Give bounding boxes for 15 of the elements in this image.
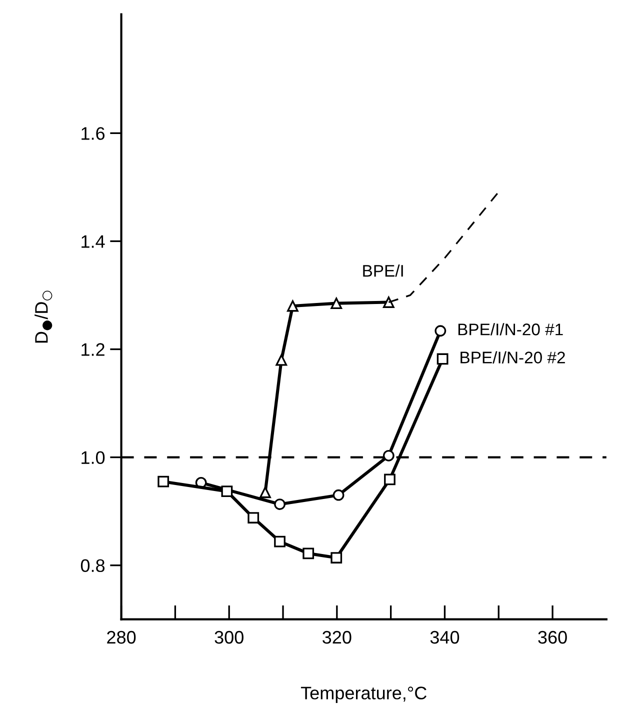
series-label: BPE/I/N-20 #1 <box>458 323 563 336</box>
x-tick-label: 320 <box>322 630 352 644</box>
y-tick-label: 0.8 <box>80 559 105 572</box>
y-axis-title: D$_{●}$/D$_{○}$ <box>34 290 52 343</box>
y-tick-label: 1.0 <box>82 451 105 464</box>
x-axis-title: Temperature,°C <box>300 686 426 703</box>
y-tick-label: 1.6 <box>82 127 105 140</box>
y-tick-label: 1.2 <box>82 343 104 356</box>
series-label: BPE/I/N-20 #2 <box>460 351 565 364</box>
y-tick-label: 1.4 <box>82 235 105 248</box>
x-tick-label: 280 <box>107 630 136 644</box>
series-label: BPE/I <box>363 264 403 277</box>
x-tick-label: 300 <box>214 630 244 644</box>
x-tick-label: 360 <box>538 630 567 644</box>
x-tick-label: 340 <box>430 630 460 644</box>
